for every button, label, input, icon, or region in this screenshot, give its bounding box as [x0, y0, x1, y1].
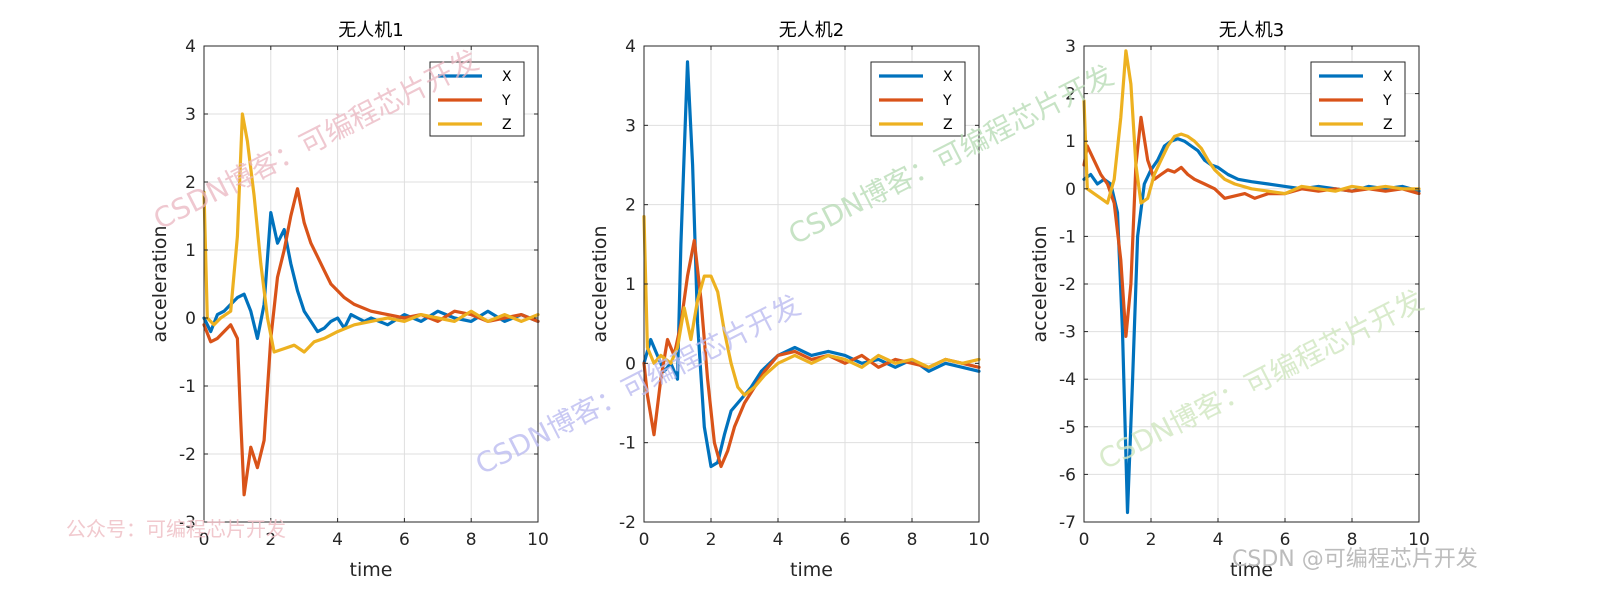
- y-tick-label: -1: [619, 434, 636, 454]
- y-tick-label: -3: [1059, 323, 1076, 343]
- y-tick-label: 0: [1065, 180, 1076, 200]
- y-tick-label: 3: [185, 105, 196, 125]
- x-axis-label: time: [350, 559, 393, 581]
- legend-label-y: Y: [501, 93, 511, 109]
- legend: XYZ: [870, 61, 966, 137]
- legend-label-y: Y: [1382, 93, 1392, 109]
- series-line-x: [642, 60, 981, 469]
- x-tick-label: 0: [1079, 530, 1090, 550]
- y-tick-label: -1: [179, 377, 196, 397]
- y-tick-label: -4: [1059, 370, 1076, 390]
- legend: XYZ: [1310, 61, 1406, 137]
- chart-title: 无人机2: [779, 20, 844, 41]
- charts-layer: 0 2 4 6 8 10-3-2-101234无人机1timeaccelerationXY…: [149, 20, 1430, 581]
- series-line-z: [202, 112, 540, 354]
- legend-label-x: X: [502, 69, 512, 85]
- y-tick-label: 3: [625, 116, 636, 136]
- x-axis-label: time: [790, 559, 833, 581]
- chart-panel-1: 0 2 4 6 8 10 -3 -2 -1 0 1 2 3 4 无人机1 time acceleration XY…: [149, 20, 549, 581]
- x-tick-label: 8: [466, 530, 477, 550]
- watermark-corner: CSDN @可编程芯片开发: [1232, 547, 1478, 572]
- series-line-z: [1082, 49, 1421, 205]
- legend-label-y: Y: [942, 93, 952, 109]
- legend: XYZ: [429, 61, 525, 137]
- x-tick-label: 10: [1408, 530, 1430, 550]
- y-axis-label: acceleration: [1029, 225, 1051, 342]
- chart-title: 无人机3: [1219, 20, 1284, 41]
- x-tick-label: 4: [773, 530, 784, 550]
- x-tick-label: 6: [840, 530, 851, 550]
- y-tick-label: 4: [185, 37, 196, 57]
- x-tick-label: 8: [907, 530, 918, 550]
- y-tick-label: -7: [1059, 513, 1076, 533]
- y-tick-label: 0: [625, 354, 636, 374]
- x-tick-label: 6: [399, 530, 410, 550]
- x-tick-label: 2: [1146, 530, 1157, 550]
- chart-title: 无人机1: [338, 20, 403, 41]
- legend-label-z: Z: [1383, 117, 1393, 133]
- y-tick-label: 1: [1065, 132, 1076, 152]
- y-axis-label: acceleration: [149, 225, 171, 342]
- x-tick-label: 2: [265, 530, 276, 550]
- x-tick-label: 10: [527, 530, 549, 550]
- y-tick-label: -5: [1059, 418, 1076, 438]
- y-tick-label: -1: [1059, 227, 1076, 247]
- x-tick-label: 2: [706, 530, 717, 550]
- series-line-x: [1082, 137, 1421, 515]
- y-tick-label: -6: [1059, 465, 1076, 485]
- axes-box: [203, 45, 539, 523]
- x-tick-label: 8: [1347, 530, 1358, 550]
- y-tick-label: 0: [185, 309, 196, 329]
- y-tick-label: 2: [185, 173, 196, 193]
- y-tick-label: 4: [625, 37, 636, 57]
- y-tick-label: -2: [1059, 275, 1076, 295]
- y-tick-label: 1: [625, 275, 636, 295]
- chart-panel-2: 0 2 4 6 8 10 -2 -1 0 1 2 3 4 无人机2 time acceleration XYZ: [589, 20, 990, 581]
- chart-panel-3: 0 2 4 6 8 10 -7 -6 -5 -4 -3 -2 -1 0 1 2 3 无人机3 time acceler…: [1029, 20, 1430, 581]
- y-tick-label: 3: [1065, 37, 1076, 57]
- y-tick-label: 1: [185, 241, 196, 261]
- y-axis-label: acceleration: [589, 225, 611, 342]
- series-line-x: [202, 211, 540, 340]
- y-tick-label: 2: [1065, 85, 1076, 105]
- y-tick-label: 2: [625, 196, 636, 216]
- x-tick-label: 0: [199, 530, 210, 550]
- series-line-z: [642, 215, 981, 397]
- x-tick-label: 4: [332, 530, 343, 550]
- legend-label-z: Z: [943, 117, 953, 133]
- x-tick-label: 4: [1213, 530, 1224, 550]
- legend-label-x: X: [943, 69, 953, 85]
- x-axis-label: time: [1230, 559, 1273, 581]
- legend-label-z: Z: [502, 117, 512, 133]
- y-tick-label: -2: [619, 513, 636, 533]
- y-tick-label: -2: [179, 445, 196, 465]
- y-tick-label: -3: [179, 513, 196, 533]
- legend-label-x: X: [1383, 69, 1393, 85]
- x-tick-label: 10: [968, 530, 990, 550]
- x-tick-label: 6: [1280, 530, 1291, 550]
- x-tick-label: 0: [639, 530, 650, 550]
- watermark-official-account: 公众号：可编程芯片开发: [66, 517, 286, 541]
